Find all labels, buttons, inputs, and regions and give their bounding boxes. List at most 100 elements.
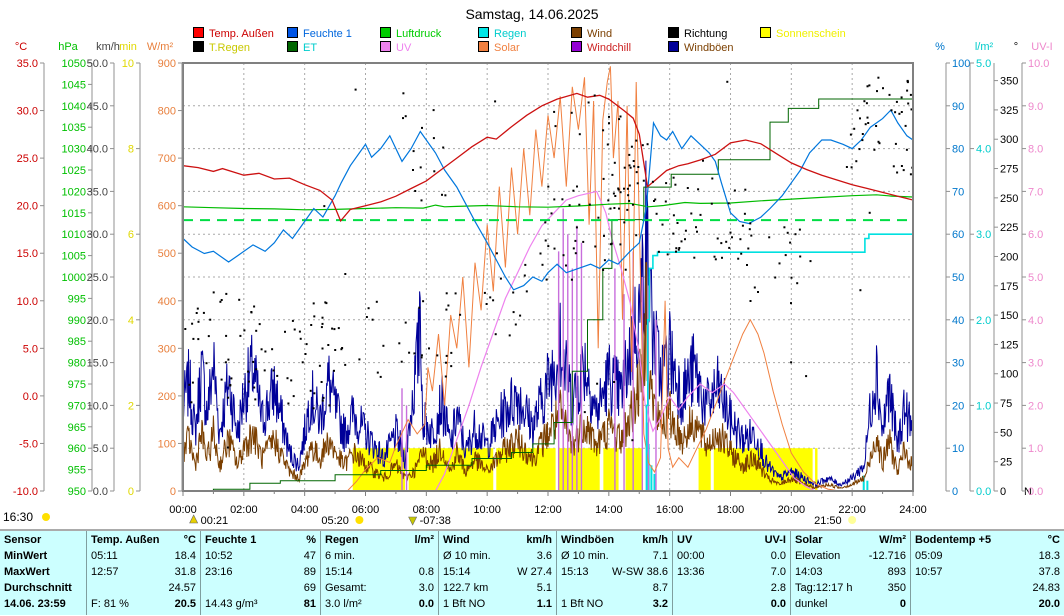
direction-dot [263,369,266,372]
axis-tick-label: 40.0 [87,144,108,156]
axis-tick-label: 1015 [62,208,86,220]
direction-dot [190,401,193,404]
direction-dot [675,250,677,253]
series-wind [183,262,913,490]
direction-dot [433,170,436,173]
direction-dot [539,252,542,255]
direction-dot [855,160,858,163]
series-group [183,66,913,491]
direction-dot [672,232,675,235]
direction-dot [876,90,878,93]
table-header-row: Solar W/m² [795,532,906,548]
direction-dot [328,404,331,407]
axis-% [945,62,950,492]
cell-value: W-SW 38.6 [611,566,668,578]
cell-label: F: 81 % [91,598,129,610]
direction-dot [587,101,590,104]
axis-tick-label: 75 [1000,398,1012,410]
direction-dot [334,349,337,351]
sun-icon [355,516,364,524]
direction-dot [651,180,654,183]
direction-dot [727,202,730,205]
direction-dot [877,76,880,79]
cell-value: 8.7 [652,582,668,594]
sun-icon [42,513,50,521]
legend-swatch [668,27,679,38]
direction-dot [678,247,681,249]
axis-tick-label: 10 [122,58,134,70]
table-row: 24.57 [91,580,196,596]
direction-dot [757,291,759,293]
cell-value: 24.83 [1032,582,1060,594]
direction-dot [421,126,423,129]
direction-dot [850,166,853,169]
axis-tick-label: 80 [952,144,964,156]
axis-tick-label: 0.0 [23,391,38,403]
direction-dot [796,282,799,285]
axis-tick-label: 0 [1000,486,1006,498]
legend-label: Solar [494,42,520,54]
direction-dot [578,203,581,206]
direction-dot [578,133,581,136]
direction-dot [376,371,379,374]
axis-tick-label: 0 [128,486,134,498]
table-row: 14.06. 23:59 [4,596,82,612]
axis-tick-label: 150 [1000,310,1018,322]
cell-value: 89 [303,566,316,578]
axis-tick-label: 1020 [62,186,86,198]
direction-dot [312,407,315,410]
cell-value: 18.3 [1038,550,1060,562]
direction-dot [219,300,222,303]
direction-dot [623,166,626,169]
cell-value: 0.0 [770,550,786,562]
direction-dot [702,159,704,162]
column-unit: km/h [642,534,668,546]
direction-dot [746,264,748,266]
direction-dot [606,143,609,146]
direction-dot [313,392,316,395]
direction-dot [628,153,631,156]
axis-tick-label: 5.0 [1028,272,1043,284]
direction-dot [220,378,223,381]
direction-dot [674,183,677,186]
legend-item-windchill: Windchill [571,41,631,54]
axis-tick-label: 500 [158,248,176,260]
sun-moon-annotation [848,516,857,524]
direction-dot [304,353,307,355]
cell-label: Durchschnitt [4,582,72,594]
legend-swatch [760,27,771,38]
direction-dot [904,124,907,127]
x-axis-label: 10:00 [473,504,501,516]
table-row: 05:11 18.4 [91,548,196,564]
direction-dot [196,307,199,310]
axis-tick-label: 975 [68,379,86,391]
cell-label: 3.0 l/m² [325,598,362,610]
cell-label: 1 Bft NO [561,598,604,610]
table-row: 12:57 31.8 [91,564,196,580]
legend-swatch [193,27,204,38]
direction-dot [255,329,258,332]
direction-dot [696,230,698,233]
direction-dot [450,351,453,354]
axis-tick-label: 985 [68,336,86,348]
direction-dot [728,246,731,249]
legend-swatch [668,41,679,52]
direction-dot [413,352,416,355]
direction-dot [858,148,861,151]
table-header-row: Feuchte 1% [205,532,316,548]
cell-value: 3.6 [536,550,552,562]
direction-dot [609,207,612,210]
axis-tick-label: -10.0 [13,486,38,498]
direction-dot [907,102,910,105]
axis-unit-label: °C [15,41,27,53]
axis-tick-label: 100 [1000,369,1018,381]
direction-dot [432,137,435,140]
direction-dot [613,161,616,164]
cell-value: 0.0 [770,598,786,610]
direction-dot [768,236,771,239]
axis-tick-label: 60 [952,229,964,241]
legend-label: T.Regen [209,42,250,54]
cell-value: 37.8 [1038,566,1060,578]
table-row: MaxWert [4,564,82,580]
series-et_cum [183,97,913,491]
